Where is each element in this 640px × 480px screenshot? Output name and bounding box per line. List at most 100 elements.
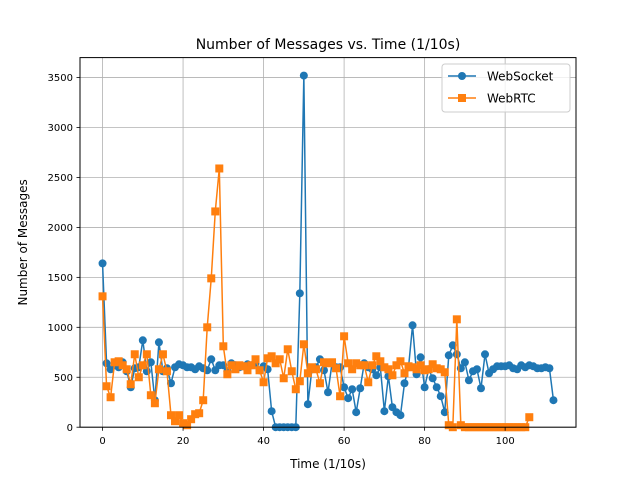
webrtc-point — [239, 362, 248, 371]
y-tick-label: 3500 — [48, 73, 73, 84]
webrtc-point — [195, 409, 204, 418]
webrtc-point — [106, 393, 115, 402]
webrtc-point — [199, 396, 208, 405]
websocket-point — [356, 384, 365, 393]
webrtc-point — [166, 411, 175, 420]
grid — [80, 57, 576, 428]
websocket-point — [464, 376, 473, 385]
webrtc-point — [416, 361, 425, 370]
websocket-point — [444, 351, 453, 360]
webrtc-point — [211, 207, 220, 216]
websocket-point — [295, 289, 304, 298]
websocket-point — [380, 407, 389, 416]
y-tick-label: 3000 — [48, 123, 73, 134]
websocket-point — [408, 321, 417, 330]
legend-marker-websocket — [458, 72, 466, 80]
x-tick-label: 20 — [177, 436, 190, 447]
webrtc-point — [162, 367, 171, 376]
websocket-point — [416, 353, 425, 362]
webrtc-point — [452, 315, 461, 324]
websocket-point — [452, 350, 461, 359]
webrtc-point — [243, 366, 252, 375]
websocket-point — [348, 385, 357, 394]
websocket-point — [545, 364, 554, 373]
webrtc-point — [340, 332, 349, 341]
websocket-point — [102, 359, 111, 368]
websocket-point — [299, 71, 308, 80]
webrtc-point — [110, 358, 119, 367]
webrtc-point — [171, 417, 180, 426]
webrtc-point — [219, 342, 228, 351]
webrtc-point — [187, 415, 196, 424]
webrtc-point — [263, 354, 272, 363]
legend: WebSocket WebRTC — [441, 63, 571, 113]
webrtc-point — [283, 345, 292, 354]
websocket-point — [420, 383, 429, 392]
webrtc-point — [412, 365, 421, 374]
y-tick-label: 0 — [67, 423, 73, 434]
webrtc-point — [227, 361, 236, 370]
websocket-point — [146, 358, 155, 367]
webrtc-point — [247, 361, 256, 370]
x-tick-label: 100 — [496, 436, 515, 447]
x-tick-label: 40 — [257, 436, 270, 447]
webrtc-point — [267, 352, 276, 361]
webrtc-point — [356, 361, 365, 370]
webrtc-point — [444, 421, 453, 430]
webrtc-point — [158, 350, 167, 359]
webrtc-point — [295, 377, 304, 386]
webrtc-point — [299, 340, 308, 349]
webrtc-point — [456, 421, 465, 430]
webrtc-point — [259, 378, 268, 387]
websocket-point — [344, 394, 353, 403]
webrtc-point — [255, 366, 264, 375]
websocket-point — [267, 407, 276, 416]
webrtc-point — [235, 361, 244, 370]
websocket-point — [448, 341, 457, 350]
y-tick-label: 1500 — [48, 273, 73, 284]
webrtc-point — [142, 350, 151, 359]
webrtc-point — [368, 361, 377, 370]
webrtc-point — [344, 359, 353, 368]
legend-label-websocket: WebSocket — [487, 70, 554, 84]
websocket-point — [440, 408, 449, 417]
websocket-point — [481, 350, 490, 359]
webrtc-point — [291, 385, 300, 394]
webrtc-point — [428, 360, 437, 369]
webrtc-point — [348, 365, 357, 374]
webrtc-point — [150, 399, 159, 408]
webrtc-point — [303, 369, 312, 378]
webrtc-point — [179, 419, 188, 428]
series-layer — [98, 71, 558, 432]
webrtc-point — [420, 366, 429, 375]
webrtc-point — [315, 379, 324, 388]
webrtc-point — [352, 359, 361, 368]
websocket-point — [340, 383, 349, 392]
webrtc-point — [376, 357, 385, 366]
webrtc-point — [364, 378, 373, 387]
websocket-point — [207, 355, 216, 364]
webrtc-point — [311, 365, 320, 374]
websocket-point — [428, 374, 437, 383]
webrtc-point — [223, 370, 232, 379]
webrtc-point — [191, 410, 200, 419]
chart-title: Number of Messages vs. Time (1/10s) — [196, 37, 461, 53]
websocket-point — [549, 396, 558, 405]
x-tick-label: 0 — [99, 436, 105, 447]
webrtc-point — [332, 364, 341, 373]
websocket-point — [476, 384, 485, 393]
websocket-point — [352, 408, 361, 417]
websocket-point — [400, 379, 409, 388]
webrtc-point — [122, 365, 131, 374]
webrtc-point — [396, 357, 405, 366]
webrtc-point — [400, 369, 409, 378]
webrtc-point — [102, 382, 111, 391]
webrtc-point — [319, 358, 328, 367]
websocket-point — [372, 371, 381, 380]
webrtc-point — [287, 367, 296, 376]
webrtc-point — [324, 359, 332, 368]
webrtc-point — [231, 365, 240, 374]
websocket-point — [472, 365, 481, 374]
webrtc-point — [424, 365, 433, 374]
y-tick-label: 2000 — [48, 223, 73, 234]
